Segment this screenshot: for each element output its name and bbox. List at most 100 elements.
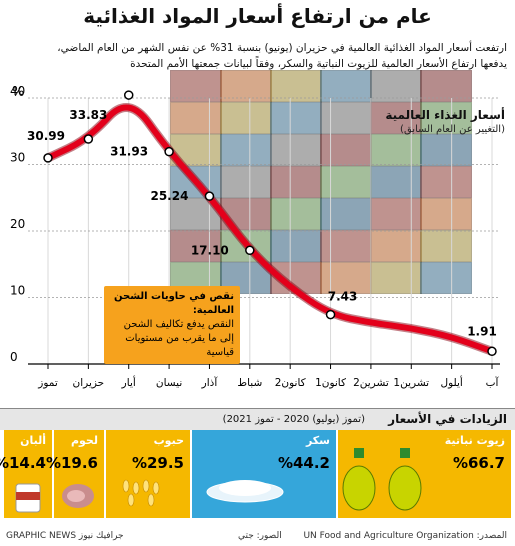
card-label: ألبان xyxy=(20,434,46,447)
card-value: %66.7 xyxy=(452,454,505,472)
container-block xyxy=(420,198,472,230)
container-block xyxy=(420,134,472,166)
x-tick-label: تشرين2 xyxy=(353,377,389,389)
y-axis: 0 10 20 30 40% xyxy=(10,84,25,364)
card-label: زيوت نباتية xyxy=(444,434,505,447)
oil-bottle-icon xyxy=(342,448,422,511)
shipping-containers-photo xyxy=(170,70,472,295)
data-point xyxy=(123,90,134,100)
photo-credit: الصور: جتي xyxy=(238,531,282,541)
x-tick-label: أيلول xyxy=(440,375,462,389)
card-label: سكر xyxy=(305,434,330,447)
x-tick-label: أيار xyxy=(121,375,136,389)
point-label: 33.83 xyxy=(69,108,107,122)
container-block xyxy=(270,230,322,262)
increase-cards: ألبان %14.4 لحوم %19.6 حبوب %29.5 سكر %4… xyxy=(0,430,511,520)
data-point xyxy=(204,191,215,201)
card-value: %44.2 xyxy=(277,454,330,472)
y-axis-label: % xyxy=(12,85,24,100)
container-block xyxy=(370,262,422,294)
container-block xyxy=(170,102,222,134)
chart-title: أسعار الغذاء العالمية xyxy=(385,108,505,122)
increases-title: الزيادات في الأسعار xyxy=(388,412,507,426)
card-label: حبوب xyxy=(153,434,184,447)
y-tick-label: 30 xyxy=(10,151,25,165)
x-tick-label: تشرين1 xyxy=(393,377,429,389)
container-block xyxy=(270,198,322,230)
x-tick-label: كانون2 xyxy=(275,377,306,389)
point-label: 17.10 xyxy=(191,243,229,257)
chart-grid xyxy=(28,97,500,365)
card-value: %29.5 xyxy=(131,454,184,472)
card-value: %14.4 xyxy=(0,454,46,472)
y-tick-label: 40 xyxy=(10,84,25,98)
data-point xyxy=(245,245,255,256)
container-block xyxy=(370,198,422,230)
note-body: النقص يدفع تكاليف الشحن إلى ما يقرب من م… xyxy=(123,319,234,358)
data-point xyxy=(164,146,174,157)
point-label: 31.93 xyxy=(110,145,148,159)
container-block xyxy=(420,166,472,198)
point-label: 1.91 xyxy=(467,324,497,338)
container-block xyxy=(370,70,422,102)
card-label: لحوم xyxy=(70,434,98,447)
container-block xyxy=(420,102,472,134)
container-block xyxy=(320,102,372,134)
source-credit: المصدر: UN Food and Agriculture Organiza… xyxy=(303,531,507,541)
y-tick-label: 0 xyxy=(10,350,18,364)
container-block xyxy=(170,230,222,262)
meat-icon xyxy=(62,484,94,508)
point-label: 30.99 xyxy=(27,129,65,143)
container-block xyxy=(270,102,322,134)
container-block xyxy=(220,70,272,102)
x-tick-label: نيسان xyxy=(156,377,182,389)
x-axis: تموز حزيران أيار نيسان آذار شباط كانون2 كانون1 ت… xyxy=(28,363,500,389)
container-block xyxy=(420,262,472,294)
shipping-note: نقص في حاويات الشحن العالمية: النقص يدفع… xyxy=(104,286,240,364)
series-line xyxy=(45,104,495,355)
x-tick-label: كانون1 xyxy=(315,377,346,389)
card-sugar: سكر %44.2 xyxy=(192,430,336,518)
food-price-chart: 0 10 20 30 40% تموز حزيران أيار نيسان آذار شباط كا… xyxy=(10,84,500,389)
page-title: عام من ارتفاع أسعار المواد الغذائية xyxy=(83,4,432,28)
wheat-icon xyxy=(122,479,160,507)
chart-subtitle: (التغيير عن العام السابق) xyxy=(400,124,505,135)
container-block xyxy=(370,102,422,134)
card-meat: لحوم %19.6 xyxy=(46,430,104,518)
card-value: %19.6 xyxy=(45,454,98,472)
container-block xyxy=(420,70,472,102)
note-title: نقص في حاويات الشحن العالمية: xyxy=(113,291,234,316)
sugar-bowl-icon xyxy=(206,480,284,503)
card-dairy: ألبان %14.4 xyxy=(0,430,52,518)
y-tick-label: 20 xyxy=(10,217,25,231)
increases-dates: (تموز (يوليو) 2020 - تموز 2021) xyxy=(222,414,365,425)
container-block xyxy=(320,198,372,230)
data-point xyxy=(43,153,53,163)
footer: المصدر: UN Food and Agriculture Organiza… xyxy=(0,528,515,546)
x-tick-label: آذار xyxy=(201,376,219,389)
intro-text: ارتفعت أسعار المواد الغذائية العالمية في… xyxy=(7,40,507,72)
container-block xyxy=(220,102,272,134)
intro-line-1: ارتفعت أسعار المواد الغذائية العالمية في… xyxy=(57,42,507,54)
increases-header: الزيادات في الأسعار (تموز (يوليو) 2020 -… xyxy=(0,408,515,430)
container-block xyxy=(170,198,222,230)
container-block xyxy=(270,134,322,166)
container-block xyxy=(220,134,272,166)
point-label: 25.24 xyxy=(150,189,188,203)
brand-logo: GRAPHIC NEWS جرافيك نيوز xyxy=(6,531,124,541)
chart-series xyxy=(43,90,497,357)
data-point xyxy=(83,134,94,144)
milk-can-icon xyxy=(15,483,41,513)
x-tick-label: شباط xyxy=(237,377,262,389)
x-tick-label: تموز xyxy=(37,377,58,389)
x-tick-label: آب xyxy=(486,376,500,389)
data-point xyxy=(325,309,336,320)
container-block xyxy=(420,230,472,262)
y-tick-label: 10 xyxy=(10,284,25,298)
intro-line-2: يدفعها ارتفاع الأسعار العالمية للزيوت ال… xyxy=(130,58,507,70)
container-block xyxy=(320,230,372,262)
card-grains: حبوب %29.5 xyxy=(106,430,190,518)
data-point xyxy=(487,346,497,357)
point-label: 7.43 xyxy=(328,290,358,304)
